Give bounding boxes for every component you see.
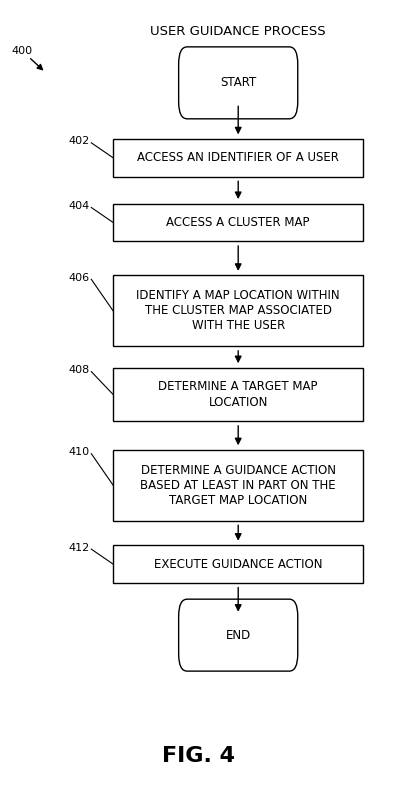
Text: DETERMINE A GUIDANCE ACTION
BASED AT LEAST IN PART ON THE
TARGET MAP LOCATION: DETERMINE A GUIDANCE ACTION BASED AT LEA… bbox=[141, 464, 336, 507]
Text: 402: 402 bbox=[68, 136, 89, 147]
FancyBboxPatch shape bbox=[179, 47, 298, 119]
Text: IDENTIFY A MAP LOCATION WITHIN
THE CLUSTER MAP ASSOCIATED
WITH THE USER: IDENTIFY A MAP LOCATION WITHIN THE CLUST… bbox=[137, 290, 340, 332]
Bar bbox=[113, 545, 363, 583]
Bar bbox=[113, 204, 363, 241]
Text: 406: 406 bbox=[68, 273, 89, 283]
Text: 412: 412 bbox=[68, 543, 89, 553]
Bar bbox=[113, 139, 363, 177]
Text: DETERMINE A TARGET MAP
LOCATION: DETERMINE A TARGET MAP LOCATION bbox=[158, 380, 318, 409]
Text: 404: 404 bbox=[68, 201, 89, 211]
Text: 408: 408 bbox=[68, 365, 89, 376]
Bar bbox=[113, 368, 363, 421]
Text: USER GUIDANCE PROCESS: USER GUIDANCE PROCESS bbox=[150, 25, 326, 38]
Bar bbox=[113, 450, 363, 521]
Text: ACCESS AN IDENTIFIER OF A USER: ACCESS AN IDENTIFIER OF A USER bbox=[137, 151, 339, 164]
Text: EXECUTE GUIDANCE ACTION: EXECUTE GUIDANCE ACTION bbox=[154, 558, 322, 570]
Text: 400: 400 bbox=[11, 47, 33, 56]
Text: START: START bbox=[220, 77, 256, 89]
Text: END: END bbox=[225, 629, 251, 641]
Text: 410: 410 bbox=[68, 447, 89, 458]
FancyBboxPatch shape bbox=[179, 599, 298, 671]
Text: FIG. 4: FIG. 4 bbox=[162, 746, 235, 766]
Bar bbox=[113, 275, 363, 346]
Text: ACCESS A CLUSTER MAP: ACCESS A CLUSTER MAP bbox=[166, 216, 310, 229]
